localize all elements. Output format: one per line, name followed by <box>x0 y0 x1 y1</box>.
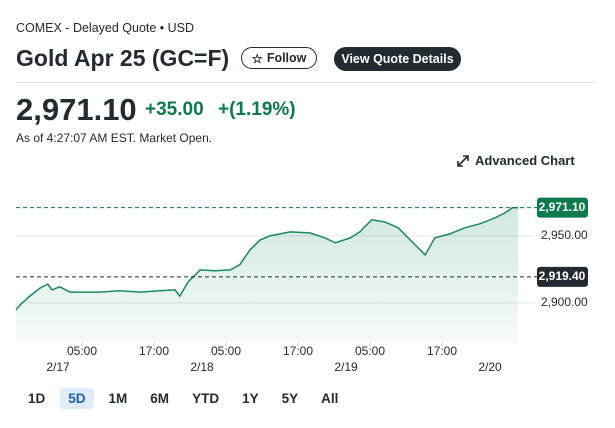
reference-label: 2,971.10 <box>539 200 586 214</box>
x-tick-label: 17:00 <box>283 344 313 358</box>
reference-label: 2,919.40 <box>539 269 586 283</box>
title: Gold Apr 25 (GC=F) <box>16 45 230 71</box>
x-tick-label: 05:00 <box>355 344 385 358</box>
range-button[interactable]: 6M <box>150 391 170 406</box>
reference-box <box>537 197 588 218</box>
range-button[interactable]: 1D <box>28 391 46 406</box>
change: +35.00 <box>145 99 204 120</box>
range-button[interactable]: 1Y <box>242 391 259 406</box>
advanced-label: Advanced Chart <box>475 153 575 168</box>
area <box>16 207 519 343</box>
line <box>15 206 519 311</box>
range-button[interactable]: 5Y <box>281 391 299 406</box>
expand-icon <box>457 154 469 167</box>
x-tick-label: 05:00 <box>67 344 97 358</box>
chart: 2,900.00 2,950.00 05:00 17:00 05:00 17:00 05:0… <box>15 197 588 374</box>
range-button[interactable]: YTD <box>192 391 220 406</box>
price: 2,971.10 <box>16 92 137 127</box>
reference-box <box>537 266 588 287</box>
date-label: 2/19 <box>334 360 358 374</box>
date-label: 2/20 <box>478 360 502 374</box>
star-icon: ☆ <box>251 51 263 66</box>
divider <box>16 82 595 83</box>
range-button[interactable]: 1M <box>108 391 128 406</box>
range-button[interactable]: All <box>321 391 339 406</box>
follow-button[interactable]: ☆ Follow <box>241 47 317 69</box>
details-button[interactable]: View Quote Details <box>334 47 461 71</box>
y-tick-label: 2,900.00 <box>541 295 588 309</box>
x-tick-label: 05:00 <box>211 344 241 358</box>
y-tick-label: 2,950.00 <box>541 228 588 242</box>
follow-label: Follow <box>266 51 307 65</box>
as-of: As of 4:27:07 AM EST. Market Open. <box>16 131 213 145</box>
range-bar: 1D 5D 1M 6M YTD 1Y 5Y All <box>20 388 346 409</box>
x-tick-label: 17:00 <box>427 344 457 358</box>
range-button[interactable]: 5D <box>60 388 94 409</box>
source: COMEX - Delayed Quote • USD <box>16 21 195 35</box>
x-tick-label: 17:00 <box>139 344 169 358</box>
date-label: 2/18 <box>190 360 214 374</box>
percent: +(1.19%) <box>218 99 296 120</box>
date-label: 2/17 <box>46 360 70 374</box>
advanced-chart[interactable]: Advanced Chart <box>457 153 575 168</box>
